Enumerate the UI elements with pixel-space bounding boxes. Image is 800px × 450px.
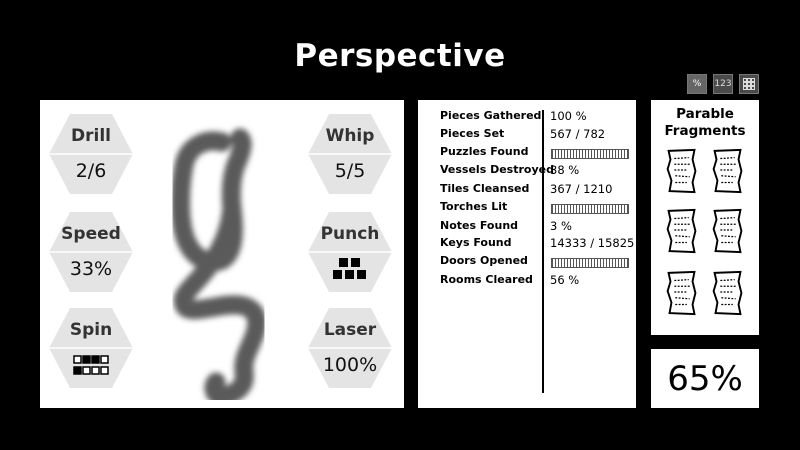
grid-view-button[interactable] — [739, 74, 759, 94]
stat-label: Keys Found — [440, 236, 512, 249]
scroll-fragment-icon — [666, 148, 697, 194]
stat-row: Pieces Set 567 / 782 — [440, 127, 630, 145]
scroll-fragment-icon — [712, 208, 743, 254]
fragments-title: Parable Fragments — [651, 106, 759, 140]
stat-label: Vessels Destroyed — [440, 163, 554, 176]
hex-tile — [49, 114, 133, 194]
column-divider — [542, 110, 544, 393]
hex-tile — [308, 114, 392, 194]
fragments-title-line: Fragments — [664, 123, 746, 139]
ability-name: Laser — [323, 320, 377, 340]
ability-value: 33% — [69, 258, 113, 280]
grid-blocks-icon — [73, 355, 109, 375]
stat-value: 56 % — [550, 273, 580, 287]
stat-value: 100 % — [550, 109, 587, 123]
stat-row: Puzzles Found — [440, 145, 630, 163]
stats-panel: Pieces Gathered 100 % Pieces Set 567 / 7… — [418, 100, 636, 408]
stat-value: 14333 / 15825 — [550, 236, 635, 250]
ability-value: 2/6 — [75, 160, 107, 182]
hex-tile — [49, 212, 133, 292]
grid-icon — [743, 78, 755, 90]
stat-label: Notes Found — [440, 219, 519, 232]
stat-row: Torches Lit — [440, 200, 630, 218]
ability-punch: Punch — [308, 210, 392, 294]
hex-tile — [308, 308, 392, 388]
ability-drill: Drill 2/6 — [49, 112, 133, 196]
stat-row: Keys Found 14333 / 15825 — [440, 236, 634, 254]
stat-value: 367 / 1210 — [550, 182, 613, 196]
parable-fragments-panel: Parable Fragments — [651, 100, 759, 335]
ability-speed: Speed 33% — [49, 210, 133, 294]
locked-value-pattern — [551, 204, 629, 214]
stat-row: Vessels Destroyed 38 % — [440, 163, 630, 181]
completion-panel: 65% — [651, 349, 759, 408]
stat-row: Notes Found 3 % — [440, 219, 630, 237]
stat-label: Rooms Cleared — [440, 273, 533, 286]
hex-tile — [308, 212, 392, 292]
ability-name: Speed — [61, 224, 121, 244]
ability-name: Drill — [71, 126, 111, 146]
fragments-title-line: Parable — [676, 106, 734, 122]
ability-value: 5/5 — [334, 160, 366, 182]
stat-value: 38 % — [550, 163, 580, 177]
ability-value: 100% — [322, 354, 378, 376]
scribble-glyph-icon — [171, 128, 267, 400]
stat-label: Doors Opened — [440, 254, 528, 267]
stat-label: Pieces Gathered — [440, 109, 542, 122]
locked-value-pattern — [551, 258, 629, 268]
hex-tile — [49, 308, 133, 388]
page-title: Perspective — [294, 38, 506, 74]
stat-label: Puzzles Found — [440, 145, 529, 158]
scroll-fragment-icon — [712, 148, 743, 194]
count-view-button[interactable]: 123 — [713, 74, 733, 94]
stat-row: Pieces Gathered 100 % — [440, 109, 630, 127]
percent-view-button[interactable]: % — [687, 74, 707, 94]
ability-spin: Spin — [49, 306, 133, 390]
completion-percent: 65% — [667, 359, 743, 399]
stat-value: 3 % — [550, 219, 572, 233]
scroll-fragment-icon — [712, 270, 743, 316]
stat-row: Doors Opened — [440, 254, 630, 272]
stat-value: 567 / 782 — [550, 127, 606, 141]
locked-value-pattern — [551, 149, 629, 159]
scroll-fragment-icon — [666, 208, 697, 254]
ability-name: Spin — [69, 320, 113, 340]
ability-name: Punch — [320, 224, 380, 244]
stat-row: Rooms Cleared 56 % — [440, 273, 630, 291]
stat-label: Tiles Cleansed — [440, 182, 530, 195]
scroll-fragment-icon — [666, 270, 697, 316]
ability-name: Whip — [325, 126, 375, 146]
ability-laser: Laser 100% — [308, 306, 392, 390]
stat-label: Torches Lit — [440, 200, 508, 213]
abilities-panel: Drill 2/6 Speed 33% Spin Whip 5/5 Punch — [40, 100, 404, 408]
stat-label: Pieces Set — [440, 127, 505, 140]
stat-row: Tiles Cleansed 367 / 1210 — [440, 182, 630, 200]
stacked-blocks-icon — [333, 258, 366, 279]
ability-whip: Whip 5/5 — [308, 112, 392, 196]
